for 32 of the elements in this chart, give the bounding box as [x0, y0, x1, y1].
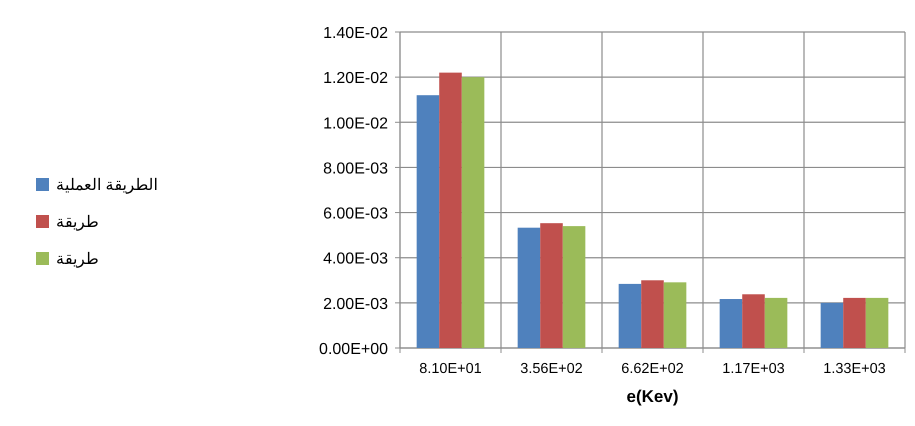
- bar: [866, 298, 888, 348]
- y-tick-label: 2.00E-03: [323, 296, 388, 313]
- bar: [462, 77, 484, 348]
- bar: [664, 282, 686, 348]
- bar: [742, 294, 765, 348]
- legend-label: الطريقة العملية: [56, 177, 158, 194]
- y-tick-label: 6.00E-03: [323, 206, 388, 223]
- bar: [518, 228, 540, 348]
- x-tick-label: 1.33E+03: [823, 361, 886, 377]
- y-tick-label: 1.20E-02: [323, 70, 388, 88]
- bar: [641, 280, 664, 348]
- y-tick-label: 4.00E-03: [323, 250, 388, 268]
- x-tick-label: 1.17E+03: [722, 361, 785, 377]
- legend-label: طريقة: [56, 214, 99, 231]
- legend-label: طريقة: [56, 251, 99, 268]
- bar: [416, 95, 440, 348]
- bar: [764, 298, 788, 348]
- y-tick-label: 8.00E-03: [323, 160, 388, 178]
- bar: [843, 298, 866, 348]
- bar: [720, 299, 742, 348]
- x-tick-label: 8.10E+01: [419, 361, 482, 377]
- x-tick-label: 3.56E+02: [520, 361, 583, 377]
- bar: [562, 226, 586, 348]
- y-tick-label: 1.40E-02: [323, 25, 388, 42]
- bar: [439, 72, 462, 348]
- x-tick-label: 6.62E+02: [621, 361, 684, 377]
- bar: [618, 284, 642, 348]
- bar: [820, 302, 844, 348]
- bar: [540, 223, 563, 348]
- x-axis-title: e(Kev): [626, 387, 678, 406]
- y-tick-label: 1.00E-02: [323, 115, 388, 132]
- y-tick-label: 0.00E+00: [319, 341, 388, 358]
